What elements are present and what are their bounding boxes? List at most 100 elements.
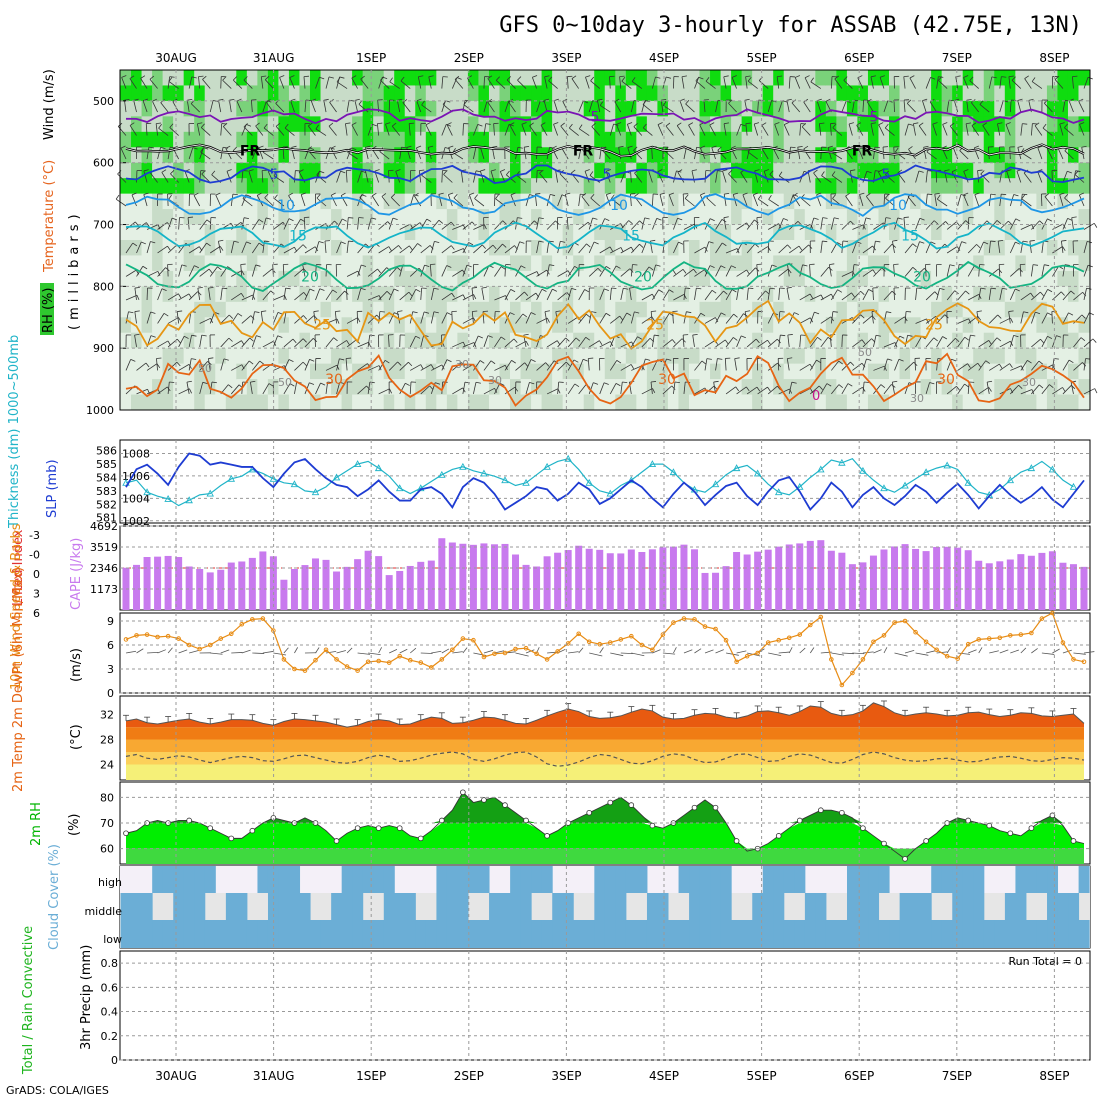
rh-cell	[404, 240, 416, 256]
wind-barb	[483, 360, 492, 371]
wind-barb	[1020, 292, 1031, 301]
wind-barb-flag	[897, 169, 903, 174]
wind-barb	[651, 264, 657, 277]
rh-cell	[678, 301, 690, 318]
rh-cell	[131, 240, 143, 256]
wind-barb	[294, 292, 304, 301]
wind-barb-flag	[203, 147, 209, 150]
wind-barb-flag	[918, 122, 924, 127]
rh-cell	[362, 116, 374, 133]
wind10m-point	[386, 660, 392, 665]
wind-barb	[974, 194, 980, 207]
rh-cell	[225, 162, 237, 179]
wind-barb-flag	[1001, 76, 1007, 78]
wind-barb-flag	[980, 170, 985, 175]
rh-cell	[678, 100, 690, 117]
wind-barb	[827, 147, 832, 160]
wind-barb-flag	[495, 76, 500, 81]
wind-barb-flag	[240, 293, 245, 298]
wind-barb	[725, 289, 733, 301]
rh-cell	[741, 85, 753, 102]
rh-cell	[573, 240, 585, 256]
wind-barb	[395, 171, 401, 183]
cape-label: CAPE (J/kg)	[69, 538, 84, 610]
wind-barb-flag	[398, 245, 402, 250]
wind-barb-flag	[187, 99, 193, 101]
wind-barb	[673, 338, 683, 348]
wind-barb	[325, 76, 330, 89]
wind-barb-flag	[178, 293, 182, 299]
wind-barb-flag	[487, 98, 493, 103]
rh-cell	[699, 348, 711, 365]
wind-barb-flag	[615, 383, 621, 387]
rh-cell	[1036, 209, 1048, 226]
wind-barb	[454, 79, 464, 89]
wind-barb	[692, 335, 695, 348]
wind-barb-flag	[922, 98, 928, 101]
wind-barb-flag	[248, 360, 254, 365]
rh-cell	[846, 85, 859, 102]
wind-barb-flag	[124, 99, 130, 101]
wind-barb	[1020, 311, 1024, 324]
rh-cell	[604, 209, 616, 226]
rh-cell	[773, 193, 785, 210]
wind-barb	[651, 76, 656, 89]
rh-cell	[446, 116, 459, 133]
rh-cell	[131, 85, 143, 102]
rh-cell	[731, 209, 743, 226]
wind10m-point	[471, 637, 476, 643]
wind-barb-flag	[709, 218, 715, 222]
rh-cell	[373, 209, 385, 226]
rh-cell	[562, 131, 574, 148]
wind-barb	[932, 124, 937, 136]
rh-cell	[352, 286, 364, 303]
rh-cell	[141, 301, 153, 318]
wind-barb-flag	[627, 145, 633, 148]
wind-barb	[367, 268, 378, 277]
rh-cell	[331, 224, 343, 241]
rh-cell	[752, 270, 764, 287]
wind-barb	[532, 77, 537, 89]
rh-cell	[583, 363, 595, 380]
rh-cell	[762, 193, 774, 210]
rh-cell	[973, 255, 985, 272]
rh-cell	[1025, 332, 1038, 349]
wind-barb	[1046, 148, 1053, 160]
rh-cell	[710, 209, 722, 226]
surface-wind-barb	[262, 651, 274, 654]
rh-cell	[467, 147, 480, 164]
rh-cell	[899, 70, 911, 86]
wind-barb	[325, 289, 333, 301]
wind-barb-flag	[676, 122, 682, 126]
wind-barb-flag	[721, 242, 727, 247]
wind-barb	[303, 217, 306, 230]
wind-barb-flag	[1047, 335, 1053, 339]
rh-cell	[120, 131, 132, 148]
wind-barb	[525, 312, 532, 324]
rh-cell	[1046, 209, 1059, 226]
rh-cell	[162, 255, 174, 272]
wind-barb	[778, 268, 789, 277]
rh-cell	[804, 85, 816, 102]
wind-barb-flag	[599, 340, 603, 346]
wind-barb-flag	[982, 122, 988, 126]
wind-barb	[673, 294, 685, 301]
rh-cell	[625, 193, 638, 210]
wind-barb	[167, 293, 179, 301]
wind-barb-flag	[167, 245, 171, 251]
wind-barb	[199, 242, 207, 254]
wind-barb-flag	[843, 76, 848, 81]
rh-cell	[162, 224, 174, 241]
wind-barb-flag	[333, 337, 338, 342]
thickness-marker	[964, 478, 972, 486]
wind-barb-flag	[565, 337, 570, 342]
wind-barb	[569, 127, 579, 136]
rh-cell	[762, 131, 774, 148]
rh-cell	[173, 224, 185, 241]
rh-cell	[899, 255, 911, 272]
rh-cell	[615, 209, 627, 226]
rh-cell	[194, 394, 206, 411]
wind-barb	[560, 125, 569, 136]
rh-cell	[583, 240, 595, 256]
rh-cell	[583, 178, 595, 195]
